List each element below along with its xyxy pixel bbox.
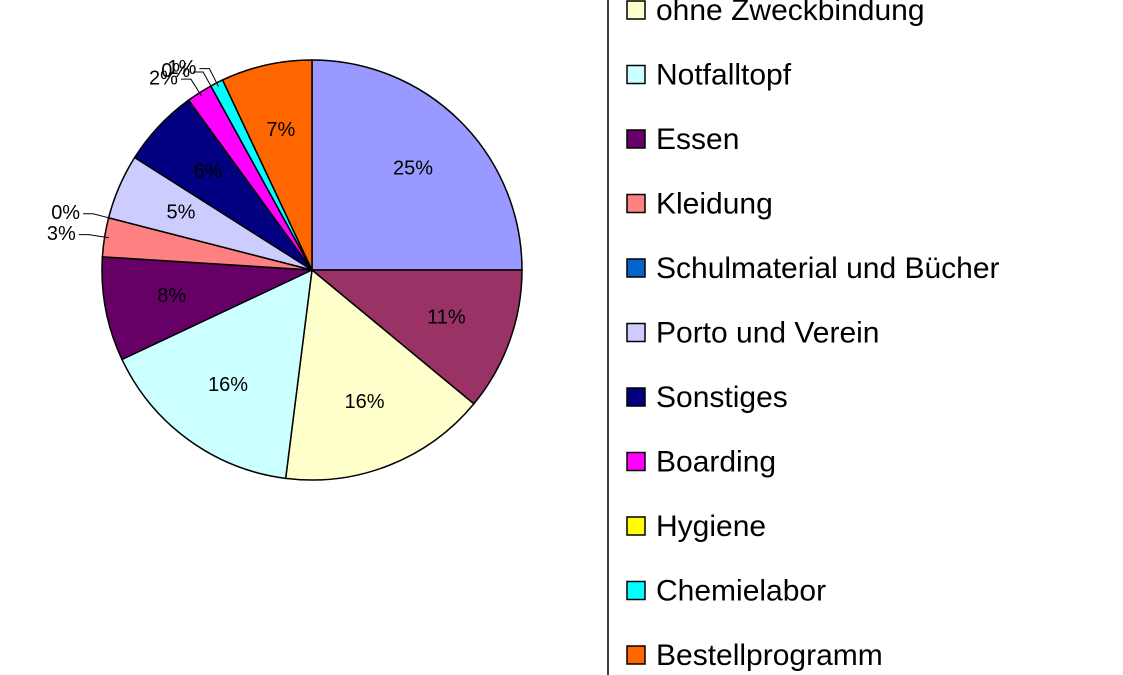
data-label: 8% (157, 285, 186, 307)
leader-line (199, 68, 220, 87)
data-label: 7% (266, 119, 295, 141)
legend-label: Kleidung (656, 187, 773, 220)
data-label: 16% (208, 374, 248, 396)
legend-swatch (626, 516, 646, 536)
pie-slice (311, 59, 523, 271)
data-label: 0% (161, 60, 190, 82)
legend-label: ohne Zweckbindung (656, 0, 925, 27)
legend-label: Essen (656, 123, 739, 156)
data-label: 16% (345, 391, 385, 413)
legend-swatch (626, 193, 646, 214)
legend-box (607, 0, 1123, 675)
pie-slice (309, 269, 523, 405)
data-label: 3% (47, 223, 76, 245)
legend-swatch (626, 451, 646, 472)
legend-label: Boarding (656, 445, 776, 478)
legend-label: Sonstiges (656, 381, 788, 414)
data-label: 5% (166, 202, 195, 224)
data-label: 25% (393, 157, 433, 179)
data-label: 11% (427, 307, 466, 329)
legend-swatch (626, 258, 646, 278)
pie-slice (221, 59, 313, 271)
legend-swatch (626, 322, 646, 343)
pie-slice (284, 268, 475, 481)
legend-label: Hygiene (656, 510, 766, 543)
leader-line (180, 78, 203, 97)
data-label: 6% (193, 161, 222, 183)
leader-line (78, 234, 109, 239)
legend-label: Bestellprogramm (656, 639, 883, 672)
legend-swatch (626, 129, 646, 149)
legend-swatch (626, 387, 646, 407)
leader-line (193, 71, 214, 90)
data-label: 0% (51, 202, 80, 224)
legend-swatch (626, 580, 646, 601)
legend-label: Schulmaterial und Bücher (656, 252, 1000, 285)
pie-slice (120, 268, 313, 480)
data-label: 2% (149, 67, 178, 89)
legend-label: Notfalltopf (656, 58, 792, 91)
pie-slice (101, 256, 313, 361)
legend-swatch (626, 64, 646, 85)
leader-line (83, 213, 113, 220)
legend-swatch (626, 0, 646, 20)
data-label: 1% (167, 57, 196, 79)
legend-label: Chemielabor (656, 574, 826, 607)
legend-label: Porto und Verein (656, 316, 880, 349)
legend-swatch (626, 645, 646, 665)
